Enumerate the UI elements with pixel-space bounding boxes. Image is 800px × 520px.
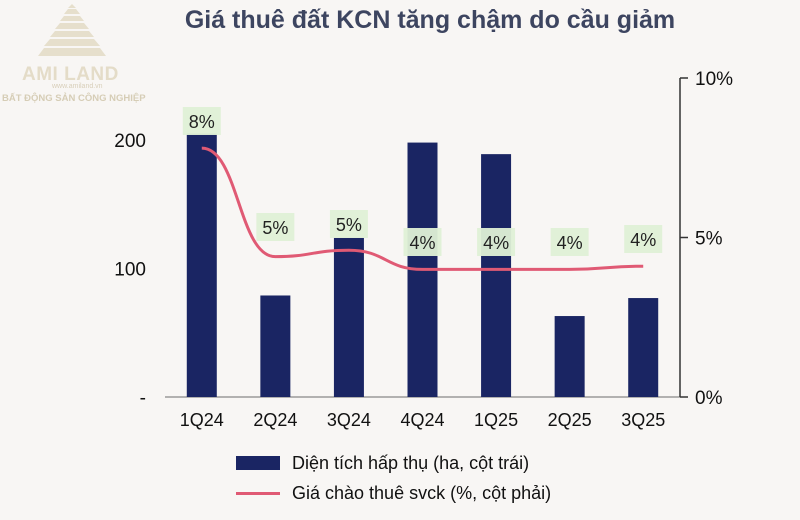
left-y-tick-label: - — [140, 388, 146, 409]
data-label-bg — [329, 210, 368, 238]
legend-label-line: Giá chào thuê svck (%, cột phải) — [292, 482, 552, 503]
logo-website: www.amiland.vn — [52, 83, 103, 90]
data-label-bg — [256, 213, 295, 241]
data-label: 4% — [630, 230, 656, 250]
data-label-bg — [624, 225, 663, 253]
right-y-tick-label: 5% — [695, 229, 723, 250]
legend-item-bar: Diện tích hấp thụ (ha, cột trái) — [236, 448, 551, 478]
data-label-bg — [182, 107, 221, 135]
right-y-tick-label: 10% — [695, 69, 733, 90]
x-tick-label: 3Q24 — [327, 410, 371, 430]
data-label: 4% — [409, 233, 435, 253]
x-tick-label: 3Q25 — [621, 410, 665, 430]
logo-pyramid-icon — [38, 4, 106, 56]
bar — [628, 298, 659, 397]
bar — [260, 295, 291, 397]
legend-swatch-line — [236, 491, 280, 495]
bar — [186, 133, 217, 397]
bar — [481, 154, 512, 397]
data-labels: 8% 5% 5% 4% 4% 4% 4% — [182, 107, 663, 256]
bar — [554, 316, 585, 397]
x-tick-label: 1Q25 — [474, 410, 518, 430]
data-label: 4% — [483, 233, 509, 253]
bars — [186, 133, 659, 397]
x-tick-label: 1Q24 — [180, 410, 224, 430]
x-tick-label: 2Q25 — [548, 410, 592, 430]
legend-item-line: Giá chào thuê svck (%, cột phải) — [236, 478, 551, 508]
line-series — [201, 146, 644, 271]
logo: AMI LAND www.amiland.vn BẤT ĐỘNG SẢN CÔN… — [0, 4, 160, 104]
data-label: 8% — [189, 112, 215, 132]
data-label-bg — [403, 228, 442, 256]
bar — [333, 237, 364, 397]
data-label: 4% — [557, 233, 583, 253]
x-tick-label: 2Q24 — [253, 410, 297, 430]
x-tick-label: 4Q24 — [400, 410, 444, 430]
legend: Diện tích hấp thụ (ha, cột trái) Giá chà… — [236, 448, 551, 508]
logo-tagline: BẤT ĐỘNG SẢN CÔNG NGHIỆP — [2, 93, 146, 104]
logo-brand: AMI LAND — [22, 64, 119, 85]
line-path — [201, 146, 644, 271]
legend-label-bar: Diện tích hấp thụ (ha, cột trái) — [292, 452, 530, 473]
data-label: 5% — [262, 218, 288, 238]
legend-swatch-bar — [236, 456, 280, 470]
left-y-tick-label: 100 — [114, 260, 146, 281]
chart-title: Giá thuê đất KCN tăng chậm do cầu giảm — [184, 6, 676, 34]
right-y-tick-label: 0% — [695, 388, 723, 409]
ticks: - 100 200 0% 5% 10% 1Q24 2Q24 3Q24 4Q24 1Q25 2Q25 3Q… — [114, 69, 733, 430]
data-label: 5% — [336, 215, 362, 235]
left-y-tick-label: 200 — [114, 131, 146, 152]
data-label-bg — [477, 228, 516, 256]
data-label-bg — [550, 228, 589, 256]
